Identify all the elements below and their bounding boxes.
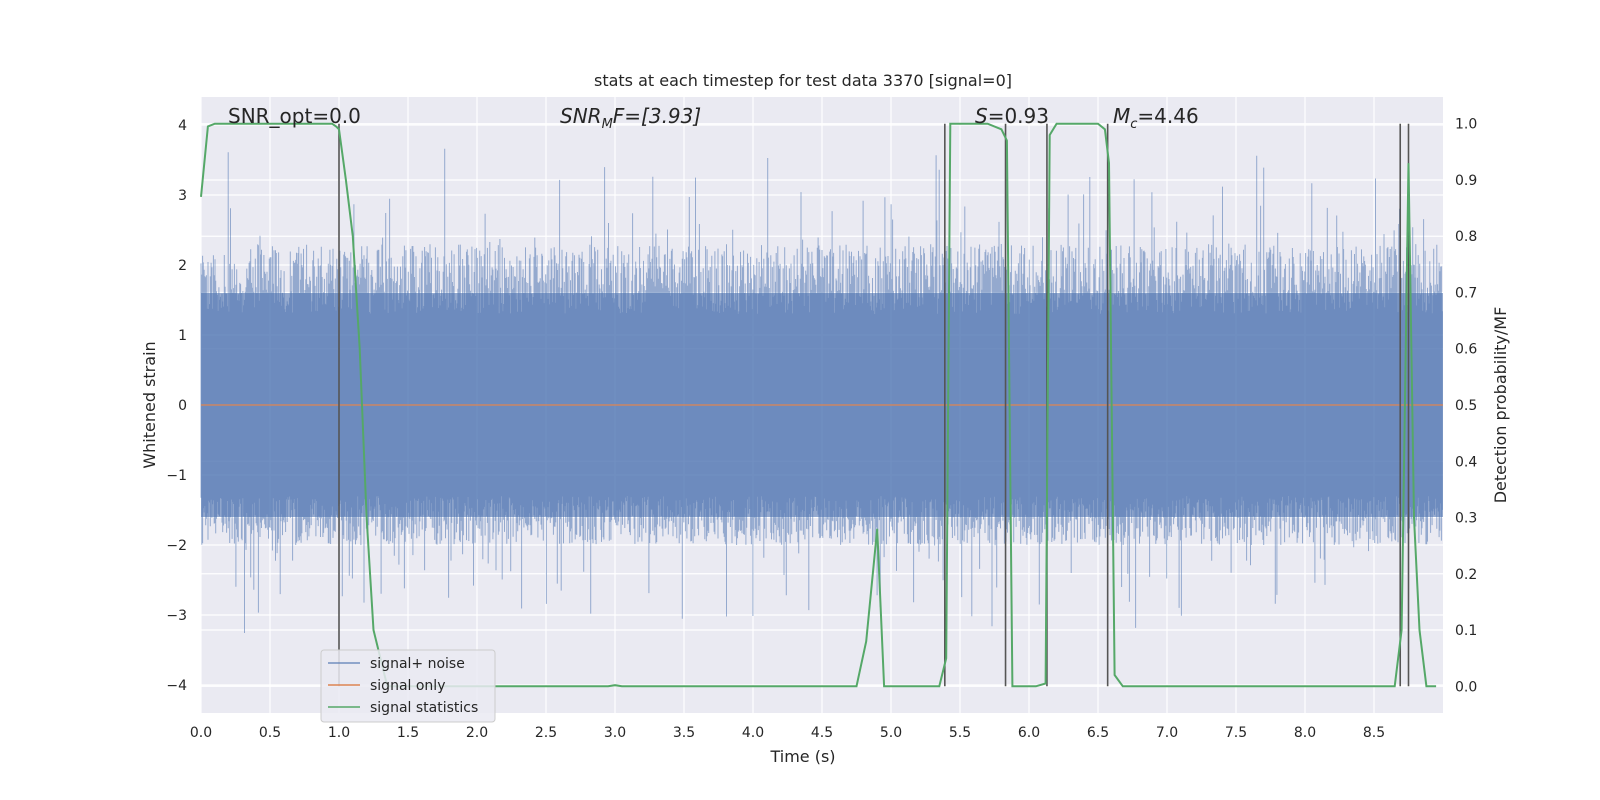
legend: signal+ noise signal only signal statist…	[320, 649, 496, 723]
annotation-snr-opt: SNR_opt=0.0	[228, 104, 361, 128]
x-tick-label: 6.0	[1018, 725, 1040, 741]
x-tick-label: 4.5	[811, 725, 833, 741]
y2-tick-label: 0.1	[1455, 623, 1477, 639]
y2-tick-label: 0.3	[1455, 511, 1477, 527]
y-tick-label: 1	[178, 328, 187, 344]
y-tick-label: −2	[166, 538, 187, 554]
chart-title: stats at each timestep for test data 337…	[594, 71, 1012, 90]
legend-box	[320, 649, 496, 723]
y2-tick-label: 0.2	[1455, 567, 1477, 583]
x-tick-label: 5.0	[880, 725, 902, 741]
signal-statistics-line	[200, 122, 1437, 688]
y2-tick-label: 0.5	[1455, 398, 1477, 414]
x-tick-label: 4.0	[742, 725, 764, 741]
x-tick-label: 1.5	[397, 725, 419, 741]
y2-tick-label: 0.9	[1455, 173, 1477, 189]
y2-tick-label: 0.0	[1455, 679, 1477, 695]
annotation-s-rest: =0.93	[988, 104, 1049, 128]
x-tick-label: 8.0	[1294, 725, 1316, 741]
y-tick-label: 0	[178, 398, 187, 414]
legend-label-signal-statistics: signal statistics	[370, 700, 478, 716]
annotation-snr-mf-subscript: M	[602, 117, 613, 132]
annotation-snr-mf-symbol: SNR	[560, 104, 602, 128]
annotation-s-symbol: S	[975, 104, 988, 128]
y2-tick-label: 0.8	[1455, 229, 1477, 245]
y-axis-label: Whitened strain	[140, 341, 159, 468]
y-tick-label: −1	[166, 468, 187, 484]
y2-tick-label: 0.6	[1455, 342, 1477, 358]
x-tick-label: 3.5	[673, 725, 695, 741]
legend-label-signal-only: signal only	[370, 678, 445, 694]
x-axis-label: Time (s)	[769, 747, 835, 766]
y-axis-ticks: −4 −3 −2 −1 0 1 2 3 4	[166, 118, 187, 694]
annotation-mc-subscript: c	[1130, 117, 1137, 132]
x-tick-label: 8.5	[1363, 725, 1385, 741]
plot-area	[200, 97, 1443, 713]
x-tick-label: 2.5	[535, 725, 557, 741]
y2-axis-label: Detection probability/MF	[1491, 307, 1510, 504]
annotation-mc: Mc=4.46	[1113, 104, 1199, 132]
x-tick-label: 1.0	[328, 725, 350, 741]
x-tick-label: 3.0	[604, 725, 626, 741]
y2-tick-label: 1.0	[1455, 117, 1477, 133]
legend-label-signal-noise: signal+ noise	[370, 656, 465, 672]
annotation-snr-mf-rest: F=[3.93]	[613, 104, 701, 128]
x-tick-label: 7.0	[1156, 725, 1178, 741]
signal-statistics-series	[200, 122, 1437, 688]
y2-tick-label: 0.4	[1455, 454, 1477, 470]
annotations: SNR_opt=0.0 SNRMF=[3.93] S=0.93 Mc=4.46	[228, 104, 1199, 132]
x-tick-label: 5.5	[949, 725, 971, 741]
y-tick-label: 3	[178, 188, 187, 204]
annotation-s: S=0.93	[975, 104, 1049, 128]
x-tick-label: 6.5	[1087, 725, 1109, 741]
x-tick-label: 0.5	[259, 725, 281, 741]
y-tick-label: −3	[166, 608, 187, 624]
x-axis-ticks: 0.0 0.5 1.0 1.5 2.0 2.5 3.0 3.5 4.0 4.5 5.0 5.5 6.0 6…	[190, 725, 1385, 741]
y2-axis-ticks: 0.0 0.1 0.2 0.3 0.4 0.5 0.6 0.7 0.8 0.9 1.0	[1455, 117, 1477, 696]
y-tick-label: −4	[166, 678, 187, 694]
x-tick-label: 0.0	[190, 725, 212, 741]
x-tick-label: 7.5	[1225, 725, 1247, 741]
y-tick-label: 4	[178, 118, 187, 134]
y-tick-label: 2	[178, 258, 187, 274]
annotation-mc-rest: =4.46	[1137, 104, 1198, 128]
annotation-mc-symbol: M	[1113, 104, 1130, 128]
x-tick-label: 2.0	[466, 725, 488, 741]
annotation-snr-mf: SNRMF=[3.93]	[560, 104, 701, 132]
y2-tick-label: 0.7	[1455, 285, 1477, 301]
